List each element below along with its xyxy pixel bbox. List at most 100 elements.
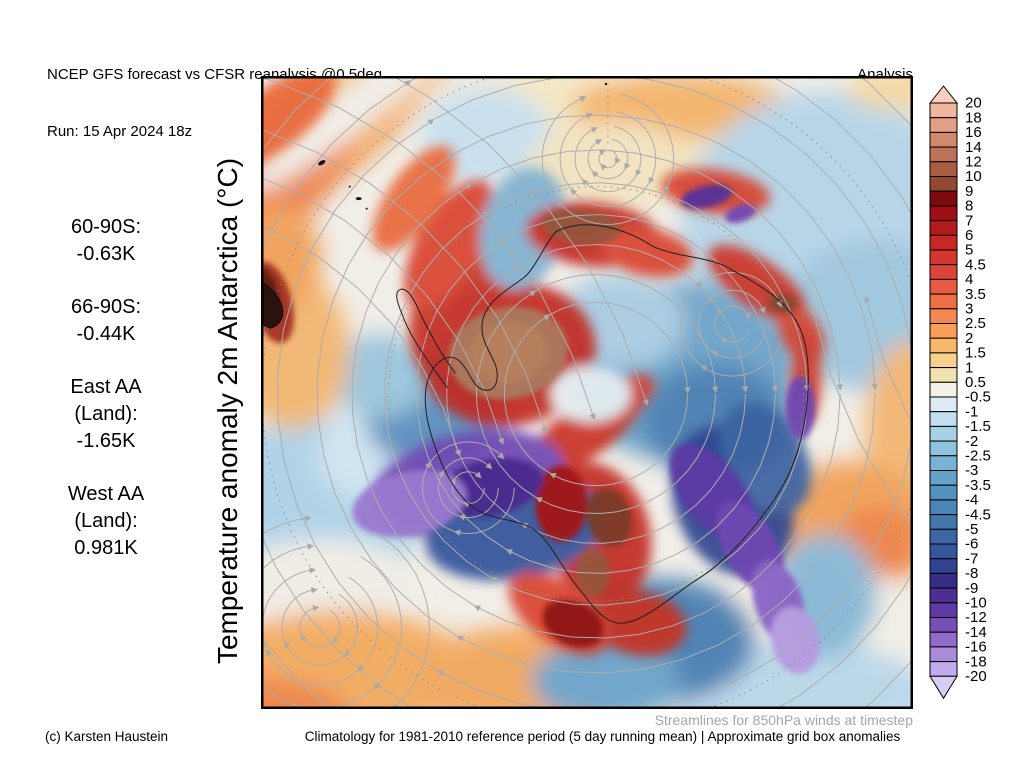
colorbar-tick-label: 20: [965, 95, 982, 112]
region-stat: 66-90S: -0.44K: [40, 294, 172, 348]
stat-line: 60-90S:: [70, 216, 142, 238]
streamline: [262, 80, 414, 708]
streamline: [487, 182, 811, 392]
streamline: [591, 168, 626, 180]
colorbar-tick-label: 4.5: [965, 256, 986, 273]
colorbar-tick-label: -3: [965, 462, 978, 479]
streamline: [700, 341, 782, 377]
colorbar-tick-label: 0.5: [965, 374, 986, 391]
region-stat: 60-90S: -0.63K: [40, 214, 172, 268]
map-border: [262, 77, 912, 708]
colorbar-segment: [929, 528, 958, 545]
colorbar-segment: [929, 558, 958, 574]
streamline: [714, 309, 723, 339]
streamline: [300, 633, 334, 648]
colorbar-segment: [929, 293, 958, 310]
streamline: [456, 393, 876, 674]
streamline: [446, 264, 523, 525]
colorbar-tick-label: -0.5: [965, 389, 991, 406]
streamline: [262, 77, 332, 708]
streamline: [541, 96, 587, 202]
streamline: [598, 149, 607, 165]
temperature-field-medium-layer: [262, 77, 825, 656]
streamline: [316, 153, 459, 637]
streamlines-layer: [262, 77, 912, 708]
streamline: [360, 556, 403, 690]
streamline: [504, 214, 779, 393]
streamline: [262, 129, 548, 434]
colorbar-segment: [929, 455, 958, 471]
stat-line: -0.44K: [76, 323, 136, 345]
streamline: [587, 139, 603, 172]
streamline: [549, 393, 689, 487]
streamline: [299, 604, 320, 636]
streamline: [262, 543, 315, 571]
coastline-path: [396, 224, 809, 624]
streamline: [520, 393, 747, 544]
streamline: [416, 238, 508, 551]
colorbar-segment: [929, 631, 958, 648]
stat-line: West AA: [67, 483, 145, 505]
streamline: [548, 301, 691, 394]
colorbar-segment: [929, 117, 958, 133]
colorbar-segment: [929, 308, 958, 325]
streamline: [619, 93, 675, 193]
colorbar-tick-label: -3.5: [965, 477, 991, 494]
region-stat: West AA (Land): 0.981K: [40, 481, 172, 562]
colorbar-tick-label: 7: [965, 212, 973, 229]
streamline: [519, 243, 749, 393]
map-canvas: [262, 77, 912, 708]
stat-line: -0.63K: [76, 243, 136, 265]
colorbar-tick-label: -1: [965, 403, 978, 420]
colorbar-tick-label: 4: [965, 271, 973, 288]
streamline: [277, 118, 439, 672]
colorbar-tick-label: -9: [965, 580, 978, 597]
streamline: [437, 470, 460, 517]
streamline: [616, 111, 657, 184]
colorbar-tick-label: 18: [965, 109, 982, 126]
colorbar-segment: [929, 234, 958, 251]
colorbar-tick-label: -2.5: [965, 448, 991, 465]
colorbar: 20 18 16 14 12 10 9 8 7 6 5 4.5 4 3.5 3 2.5 2 1.5 1 0.5 -0.5…: [928, 85, 1003, 705]
colorbar-segment: [929, 602, 958, 618]
colorbar-segment: [929, 220, 958, 236]
colorbar-tick-label: -12: [965, 609, 987, 626]
colorbar-segment: [929, 278, 958, 295]
streamline: [348, 576, 379, 672]
stat-line: -1.65K: [76, 430, 136, 452]
colorbar-tick-label: 12: [965, 154, 982, 171]
streamline: [720, 330, 750, 345]
streamline: [680, 281, 703, 367]
colorbar-tick-label: -20: [965, 668, 987, 685]
streamline: [384, 211, 492, 579]
streamline: [574, 126, 598, 181]
colorbar-segment: [929, 102, 958, 119]
streamline: [471, 149, 843, 391]
stat-line: East AA: [70, 376, 142, 398]
colorbar-tick-label: 2: [965, 330, 973, 347]
island-marks: [262, 82, 608, 329]
region-stat: East AA (Land): -1.65K: [40, 374, 172, 455]
streamline: [453, 114, 878, 391]
colorbar-segment: [929, 352, 958, 369]
streamline: [281, 587, 318, 643]
streamline: [262, 226, 461, 457]
streamline: [534, 273, 719, 394]
colorbar-segment: [929, 572, 958, 589]
streamline: [810, 307, 912, 524]
colorbar-tick-label: 10: [965, 168, 982, 185]
colorbar-segment: [929, 514, 958, 530]
streamline: [613, 125, 642, 177]
streamline: [864, 295, 912, 425]
colorbar-tick-label: -6: [965, 536, 978, 553]
streamline: [503, 314, 551, 475]
colorbar-segment: [929, 484, 958, 501]
colorbar-tick-label: 5: [965, 242, 973, 259]
colorbar-segment: [929, 323, 958, 339]
stat-line: (Land):: [74, 510, 138, 532]
streamline: [611, 138, 631, 170]
climatology-note: Climatology for 1981-2010 reference peri…: [304, 729, 901, 744]
colorbar-segment: [929, 190, 958, 207]
colorbar-tick-label: 2.5: [965, 315, 986, 332]
colorbar-tick-label: 3: [965, 301, 973, 318]
